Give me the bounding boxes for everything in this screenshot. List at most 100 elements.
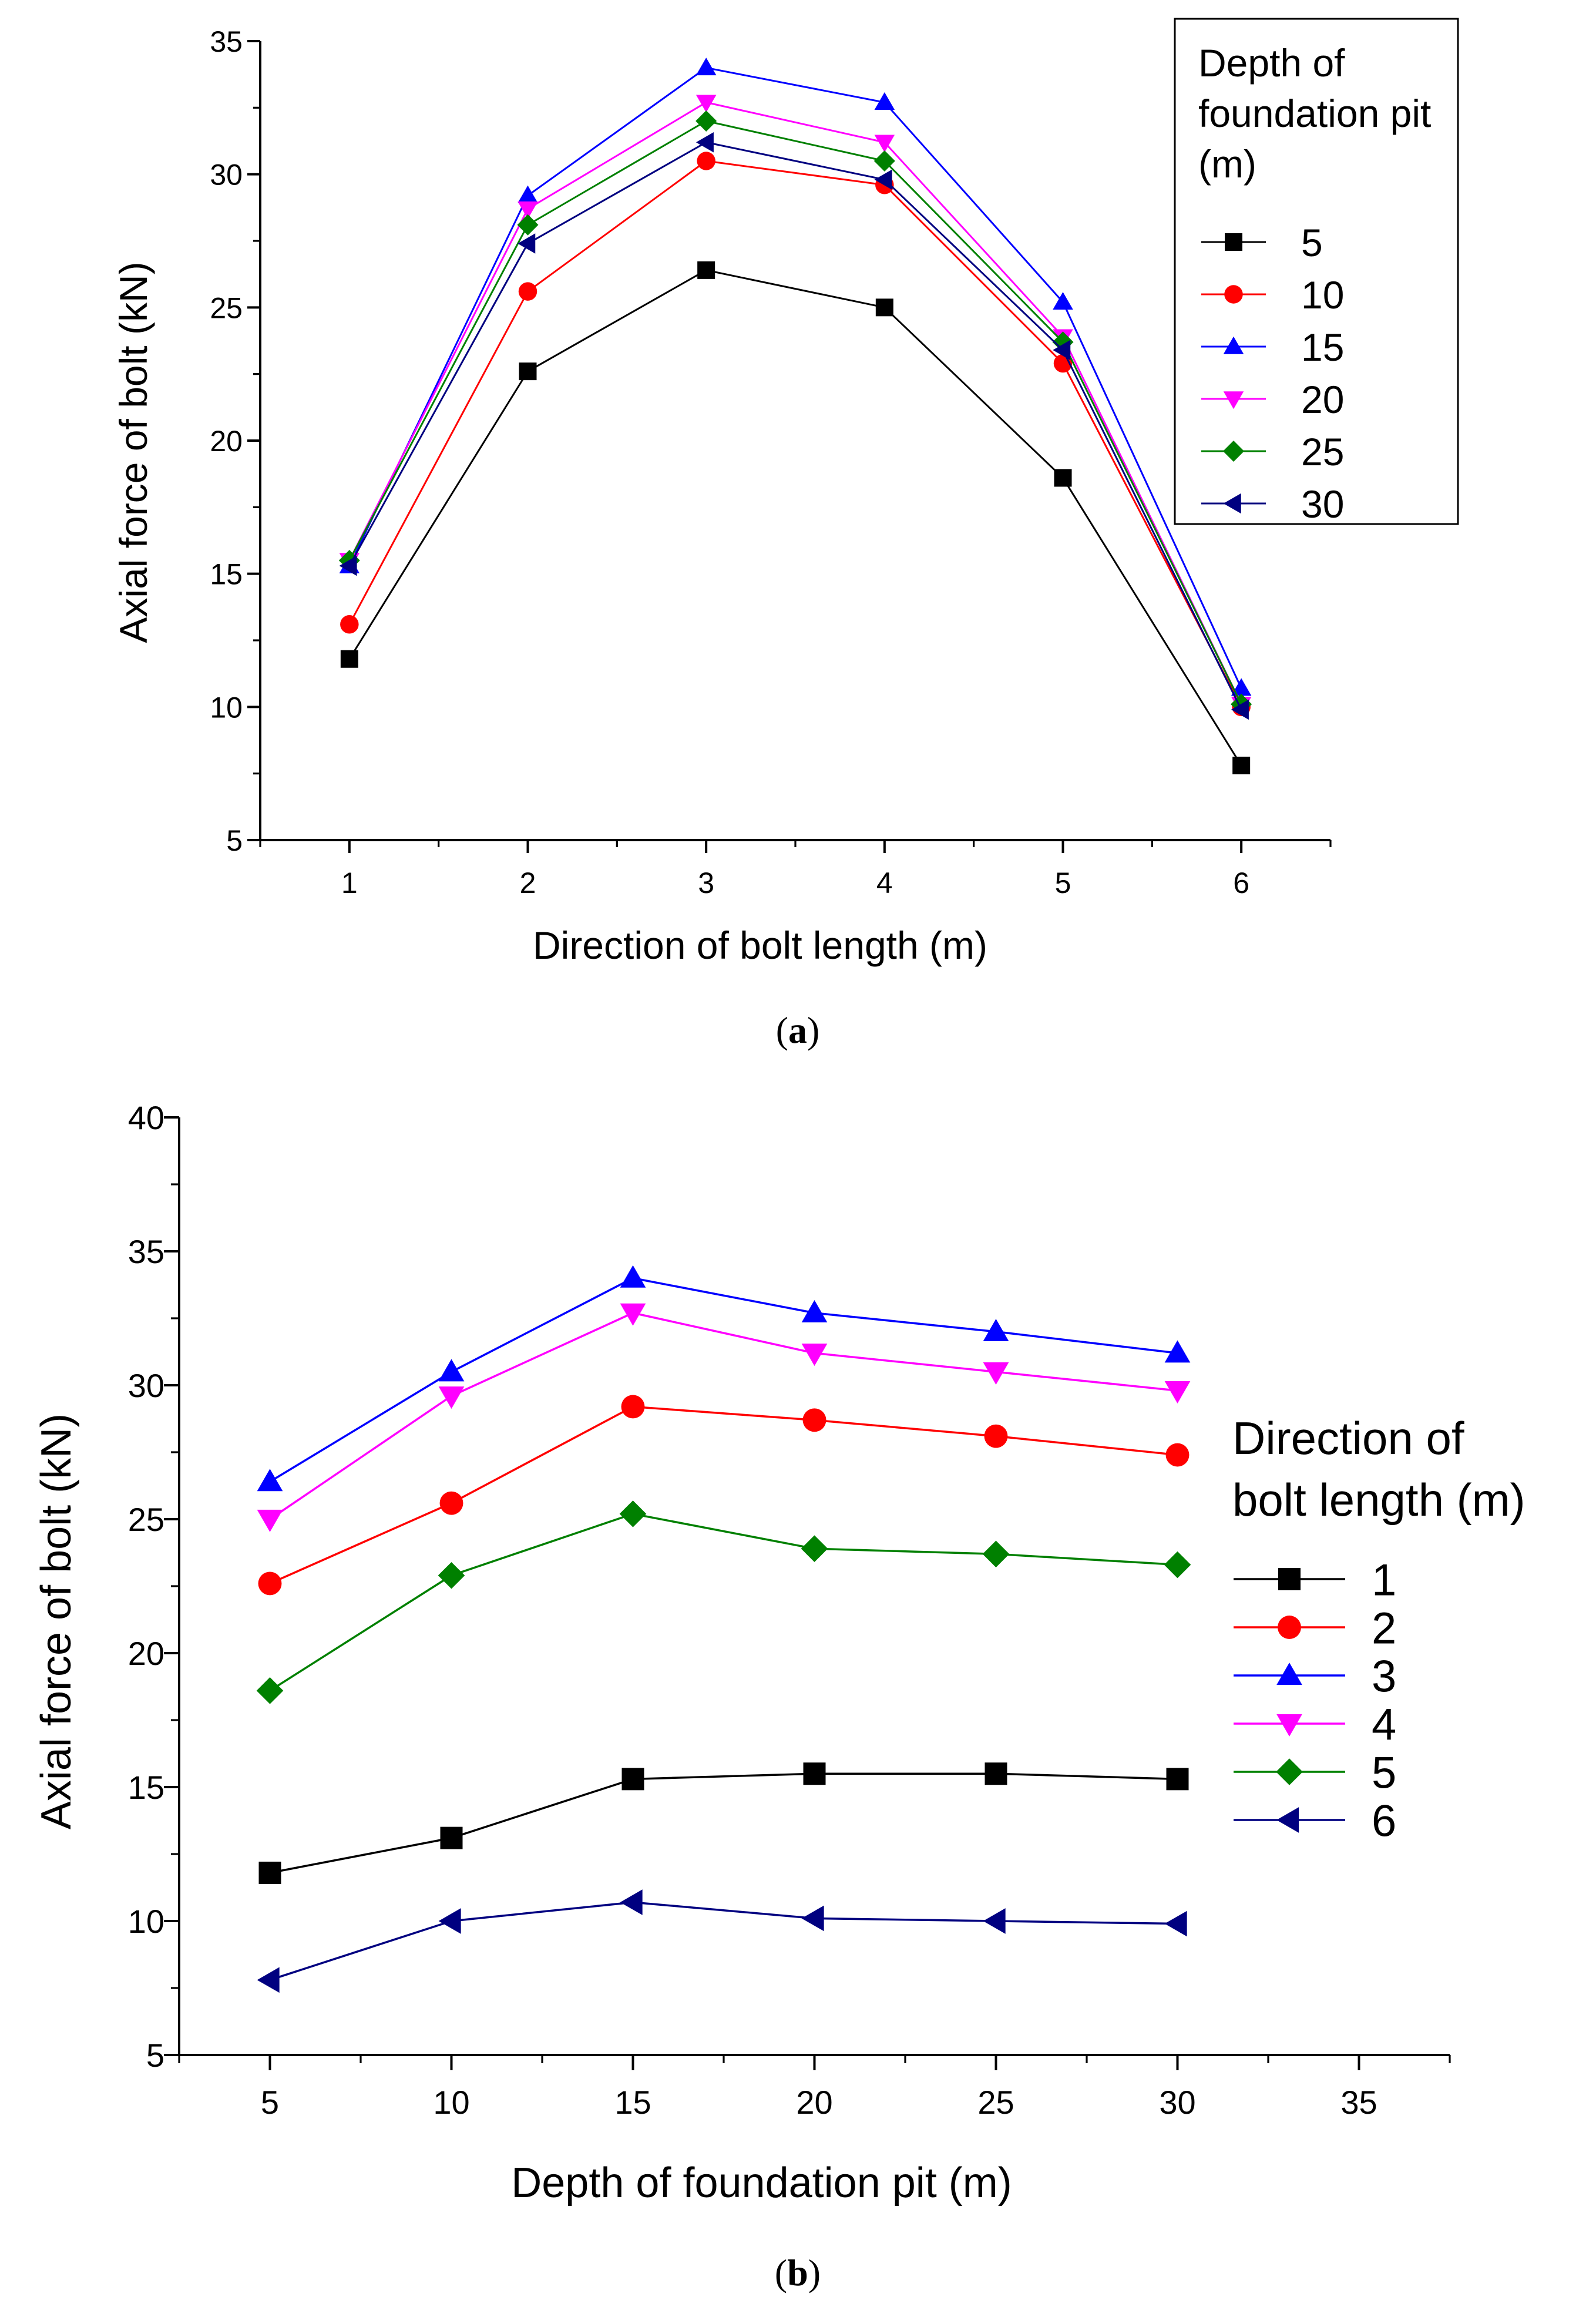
- legend-marker: [1225, 233, 1242, 251]
- x-tick-label: 20: [796, 2084, 832, 2121]
- y-axis-label: Axial force of bolt (kN): [33, 1413, 80, 1829]
- series-line: [270, 1772, 1178, 1874]
- caption-paren-open: (: [776, 1009, 788, 1051]
- data-point: [874, 92, 895, 110]
- data-point: [438, 1561, 465, 1589]
- y-tick-label: 10: [210, 691, 243, 724]
- data-point: [875, 298, 893, 317]
- data-point: [873, 150, 895, 172]
- data-point: [258, 1861, 281, 1884]
- x-tick-label: 4: [876, 867, 893, 899]
- legend-label: 3: [1372, 1651, 1396, 1701]
- x-tick-label: 1: [341, 867, 358, 899]
- y-tick-label: 15: [210, 558, 243, 591]
- legend: Depth of foundation pit (m) 5 10 15 20 25 30: [1174, 18, 1459, 526]
- data-point: [257, 1469, 283, 1492]
- x-tick-label: 15: [614, 2084, 651, 2121]
- chart-a: 5 10 15 20 25 30 35 1 2 3 4 5 6 Direction of bolt len…: [112, 18, 1459, 1051]
- legend-marker: [1278, 1616, 1301, 1639]
- series-4: [257, 1303, 1191, 1532]
- legend-label: 5: [1372, 1748, 1396, 1798]
- series-line: [269, 1513, 1178, 1692]
- legend-box: [1174, 18, 1459, 525]
- data-point: [621, 1395, 645, 1419]
- legend-label: 10: [1301, 273, 1344, 317]
- legend-marker: [1223, 493, 1241, 514]
- data-point: [874, 135, 895, 153]
- legend-title: foundation pit: [1198, 92, 1431, 135]
- legend-marker: [1223, 391, 1244, 409]
- data-point: [257, 1509, 283, 1532]
- y-tick-label: 25: [128, 1501, 164, 1538]
- y-tick-label: 35: [128, 1233, 164, 1270]
- data-point: [517, 214, 539, 236]
- data-point: [695, 95, 717, 113]
- legend-title: bolt length (m): [1232, 1474, 1526, 1526]
- data-point: [695, 132, 714, 153]
- legend-label: 5: [1301, 221, 1323, 264]
- legend-label: 20: [1301, 378, 1344, 421]
- caption-letter: a: [788, 1009, 807, 1051]
- data-point: [1164, 1340, 1191, 1363]
- data-point: [1053, 340, 1071, 361]
- legend-marker: [1276, 1714, 1302, 1737]
- x-tick-label: 10: [433, 2084, 469, 2121]
- data-point: [440, 1826, 463, 1849]
- legend-marker: [1223, 336, 1244, 354]
- data-point: [1053, 292, 1073, 310]
- x-tick-label: 35: [1340, 2084, 1377, 2121]
- data-point: [438, 1908, 461, 1934]
- x-axis-label: Depth of foundation pit (m): [511, 2160, 1012, 2207]
- data-point: [697, 152, 715, 170]
- x-tick-label: 5: [1055, 867, 1071, 899]
- data-point: [695, 110, 717, 132]
- x-tick-label: 6: [1233, 867, 1249, 899]
- data-point: [1164, 1381, 1191, 1403]
- y-tick-label: 10: [128, 1903, 164, 1940]
- data-point: [518, 185, 538, 203]
- data-point: [982, 1540, 1010, 1568]
- data-point: [620, 1265, 646, 1288]
- series-line: [348, 269, 1242, 766]
- figure-caption: (b): [775, 2252, 821, 2293]
- series-6: [257, 1889, 1187, 1993]
- legend-label: 1: [1372, 1555, 1396, 1605]
- legend-label: 30: [1301, 482, 1344, 526]
- series-20: [339, 95, 1252, 715]
- series-5: [340, 261, 1251, 775]
- y-tick-label: 30: [128, 1367, 164, 1404]
- data-point: [803, 1762, 826, 1785]
- data-point: [984, 1424, 1008, 1448]
- data-point: [518, 282, 537, 301]
- caption-paren-close: ): [807, 1009, 819, 1051]
- x-tick-label: 5: [261, 2084, 279, 2121]
- data-point: [1164, 1910, 1187, 1937]
- data-point: [258, 1571, 282, 1596]
- data-point: [438, 1359, 465, 1382]
- y-tick-label: 20: [210, 425, 243, 458]
- y-tick-label: 5: [146, 2037, 164, 2074]
- y-tick-label: 5: [226, 824, 243, 857]
- data-point: [256, 1677, 284, 1704]
- data-point: [983, 1318, 1009, 1341]
- data-point: [801, 1344, 828, 1366]
- data-point: [697, 261, 715, 279]
- data-point: [801, 1300, 828, 1323]
- data-point: [1231, 699, 1249, 720]
- data-point: [983, 1362, 1009, 1385]
- data-point: [695, 58, 717, 76]
- data-point: [518, 233, 536, 254]
- legend-marker: [1276, 1758, 1303, 1785]
- x-tick-label: 2: [520, 867, 536, 899]
- data-point: [985, 1762, 1007, 1785]
- legend-marker: [1278, 1568, 1301, 1590]
- y-tick-label: 15: [128, 1769, 164, 1806]
- series-line: [348, 141, 1242, 710]
- data-point: [518, 201, 538, 219]
- legend-marker: [1223, 441, 1244, 462]
- data-point: [438, 1386, 465, 1409]
- caption-paren-close: ): [808, 2252, 821, 2293]
